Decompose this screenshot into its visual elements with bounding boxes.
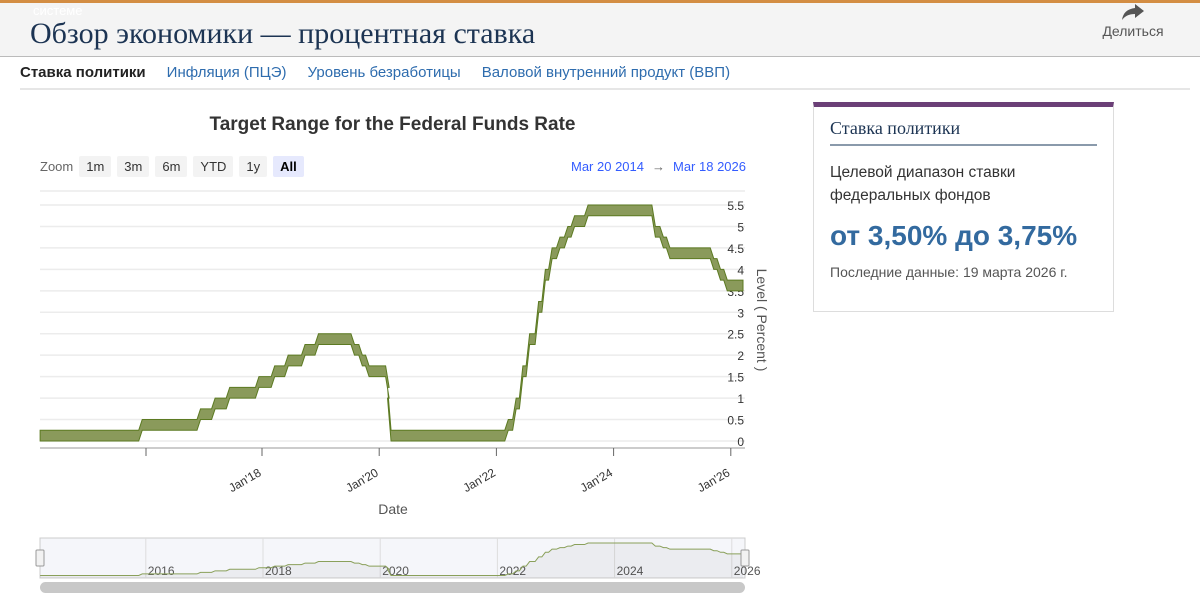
navigator-handle[interactable] <box>35 549 45 567</box>
zoom-all-button[interactable]: All <box>273 156 304 177</box>
navigator-line <box>40 542 744 576</box>
card-description: Целевой диапазон ставки федеральных фонд… <box>830 164 1016 204</box>
top-accent-bar <box>0 0 1200 3</box>
range-to-input[interactable]: Mar 18 2026 <box>673 159 746 174</box>
card-value: от 3,50% до 3,75% <box>830 220 1078 251</box>
zoom-controls: Zoom 1m 3m 6m YTD 1y All <box>40 156 304 177</box>
share-label: Делиться <box>1102 23 1164 39</box>
x-tick-label: Jan'24 <box>578 465 616 495</box>
tab-gdp[interactable]: Валовой внутренний продукт (ВВП) <box>481 64 731 81</box>
x-tick-label: Jan'22 <box>461 465 499 495</box>
zoom-label: Zoom <box>40 159 74 174</box>
date-range: Mar 20 2014 → Mar 18 2026 <box>571 159 746 174</box>
zoom-6m-button[interactable]: 6m <box>155 156 188 177</box>
y-tick-label: 3 <box>737 306 744 320</box>
header-ghost-text: системе <box>33 3 83 18</box>
x-tick-label: Jan'18 <box>226 465 264 495</box>
y-tick-label: 1 <box>737 392 744 406</box>
tab-bar: Ставка политики Инфляция (ПЦЭ) Уровень б… <box>20 64 1190 90</box>
y-tick-label: 2 <box>737 349 744 363</box>
y-axis-title: Level ( Percent ) <box>754 269 770 372</box>
navigator-handle[interactable] <box>740 549 750 567</box>
navigator-tick-label: 2020 <box>382 564 409 578</box>
x-tick-label: Jan'20 <box>343 465 381 495</box>
y-tick-label: 1.5 <box>727 371 744 385</box>
card-updated: Последние данные: 19 марта 2026 г. <box>830 264 1068 280</box>
y-tick-label: 2.5 <box>727 328 744 342</box>
navigator <box>39 537 746 579</box>
arrow-right-icon: → <box>652 159 665 174</box>
range-from-input[interactable]: Mar 20 2014 <box>571 159 644 174</box>
navigator-tick-label: 2016 <box>148 564 175 578</box>
tab-policy-rate[interactable]: Ставка политики <box>20 64 146 81</box>
y-tick-label: 4 <box>737 263 744 277</box>
scrollbar[interactable] <box>40 582 745 593</box>
y-tick-label: 0.5 <box>727 414 744 428</box>
navigator-tick-label: 2026 <box>734 564 761 578</box>
chart-title: Target Range for the Federal Funds Rate <box>209 114 576 135</box>
policy-rate-card: Ставка политики Целевой диапазон ставки … <box>813 102 1114 312</box>
share-button[interactable]: Делиться <box>1098 3 1168 39</box>
rate-range-band <box>39 204 744 442</box>
zoom-ytd-button[interactable]: YTD <box>193 156 234 177</box>
zoom-1m-button[interactable]: 1m <box>79 156 112 177</box>
navigator-tick-label: 2024 <box>617 564 644 578</box>
x-axis-title: Date <box>378 501 408 517</box>
page-title: Обзор экономики — процентная ставка <box>30 17 536 50</box>
y-tick-label: 5 <box>737 220 744 234</box>
x-tick-label: Jan'26 <box>695 465 733 495</box>
share-icon <box>1122 4 1144 20</box>
zoom-1y-button[interactable]: 1y <box>239 156 268 177</box>
card-title: Ставка политики <box>830 118 1097 146</box>
y-tick-label: 5.5 <box>727 199 744 213</box>
page-header: системе Обзор экономики — процентная ста… <box>0 3 1200 57</box>
zoom-3m-button[interactable]: 3m <box>117 156 150 177</box>
y-tick-label: 4.5 <box>727 242 744 256</box>
navigator-area <box>40 543 744 578</box>
y-tick-label: 0 <box>737 435 744 449</box>
tab-inflation[interactable]: Инфляция (ПЦЭ) <box>166 64 287 81</box>
tab-unemployment[interactable]: Уровень безработицы <box>307 64 461 81</box>
